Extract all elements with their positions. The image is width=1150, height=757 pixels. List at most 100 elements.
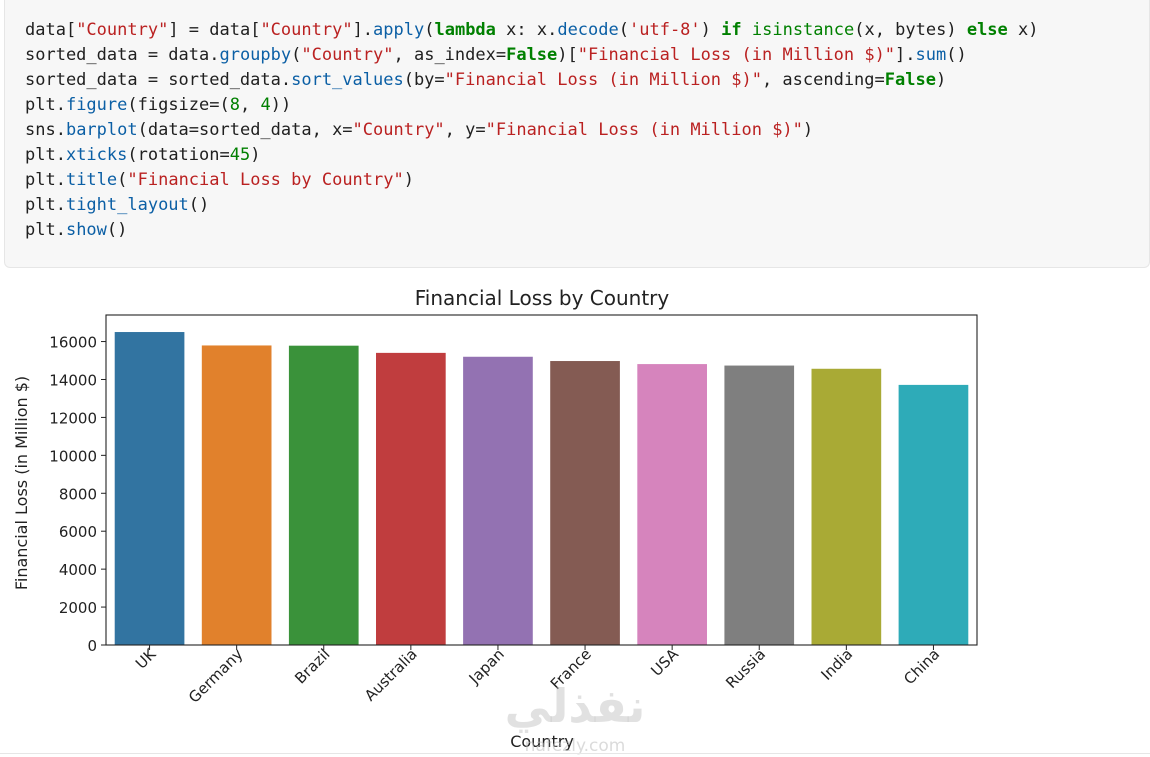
bar-france	[550, 361, 620, 645]
code-token: if	[721, 20, 742, 40]
code-token: plt.	[25, 145, 66, 165]
code-token: plt.	[25, 220, 66, 240]
code-token: 4	[260, 95, 271, 115]
code-token: plt.	[25, 95, 66, 115]
code-line: plt.show()	[25, 218, 1039, 243]
y-tick-label: 6000	[59, 523, 97, 541]
code-token: sorted_data = sorted_data.	[25, 70, 292, 90]
code-line: sorted_data = data.groupby("Country", as…	[25, 43, 1039, 68]
code-line: plt.figure(figsize=(8, 4))	[25, 93, 1039, 118]
plot-area: 0 2000 4000 6000 8000 10000 12000 14000 16000 UK G…	[49, 314, 978, 707]
bar-uk	[114, 332, 185, 645]
code-token: lambda	[434, 20, 496, 40]
code-line: sns.barplot(data=sorted_data, x="Country…	[25, 118, 1039, 143]
code-token: sum	[915, 45, 947, 65]
code-token: ))	[270, 95, 292, 115]
bar-china	[898, 384, 969, 645]
code-cell[interactable]: data["Country"] = data["Country"].apply(…	[4, 0, 1150, 268]
x-tick-label: Brazil	[291, 645, 333, 687]
code-token: 45	[229, 145, 251, 165]
code-token: "Financial Loss by Country"	[127, 170, 404, 190]
code-token: sorted_data = data.	[25, 45, 220, 65]
code-token: 8	[229, 95, 240, 115]
code-token: "Country"	[352, 120, 445, 140]
code-token: )	[802, 120, 814, 140]
y-tick-label: 0	[87, 637, 97, 655]
x-tick-label: Russia	[722, 645, 769, 692]
code-token: , ascending=	[761, 70, 885, 90]
code-token: (data=sorted_data, x=	[137, 120, 353, 140]
code-token: ()	[946, 45, 967, 65]
code-token: sns.	[25, 120, 66, 140]
code-token: (	[618, 20, 629, 40]
code-token: (rotation=	[127, 145, 230, 165]
code-token	[742, 20, 752, 40]
bar-chart: Financial Loss by Country Financial Loss…	[12, 286, 978, 755]
code-token: (by=	[403, 70, 445, 90]
bar-india	[811, 368, 882, 645]
code-token: 'utf-8'	[629, 20, 701, 40]
bar-usa	[637, 364, 707, 645]
code-token: ,	[239, 95, 261, 115]
x-tick-label: France	[547, 645, 595, 693]
bar-germany	[201, 345, 272, 645]
code-editor[interactable]: data["Country"] = data["Country"].apply(…	[25, 18, 1039, 243]
code-line: plt.title("Financial Loss by Country")	[25, 168, 1039, 193]
code-token: sort_values	[291, 70, 404, 90]
x-axis-label: Country	[510, 732, 574, 751]
code-token: False	[506, 45, 558, 65]
x-tick-label: UK	[132, 644, 160, 672]
code-token: ()	[106, 220, 128, 240]
x-tick-label: Australia	[361, 645, 421, 705]
y-tick-label: 4000	[59, 561, 97, 579]
code-line: plt.tight_layout()	[25, 193, 1039, 218]
code-token: "Financial Loss (in Million $)"	[444, 70, 762, 90]
code-token: )	[700, 20, 722, 40]
x-tick-label: Japan	[465, 645, 508, 688]
y-tick-label: 2000	[59, 599, 97, 617]
code-token: "Country"	[76, 20, 169, 40]
code-token: )	[403, 170, 414, 190]
code-token: , y=	[444, 120, 486, 140]
y-tick-label: 10000	[49, 447, 97, 465]
code-token: )	[250, 145, 261, 165]
code-token: ()	[188, 195, 210, 215]
code-token: decode	[557, 20, 619, 40]
code-token: )	[935, 70, 947, 90]
code-token: figure	[65, 95, 128, 115]
code-token: "Financial Loss (in Million $)"	[577, 45, 896, 65]
code-token: , as_index=	[393, 45, 507, 65]
y-tick-label: 14000	[49, 371, 97, 389]
y-tick-label: 16000	[49, 334, 97, 352]
code-token: plt.	[25, 170, 66, 190]
code-token: xticks	[65, 145, 128, 165]
x-tick-label: India	[817, 645, 856, 684]
y-axis-label: Financial Loss (in Million $)	[12, 376, 31, 590]
bar-brazil	[288, 345, 359, 645]
x-tick-label: Germany	[185, 645, 247, 707]
bar-australia	[376, 352, 446, 645]
bar-russia	[724, 365, 795, 645]
x-tick-label: China	[900, 645, 943, 688]
code-token: "Country"	[260, 20, 353, 40]
code-token: data[	[25, 20, 77, 40]
code-token: else	[966, 20, 1008, 40]
bar-japan	[463, 356, 533, 645]
code-token: False	[884, 70, 936, 90]
code-token: (	[117, 170, 128, 190]
code-token: isinstance	[751, 20, 855, 40]
code-token: barplot	[65, 120, 138, 140]
code-token: apply	[373, 20, 425, 40]
chart-title: Financial Loss by Country	[415, 286, 670, 310]
code-line: sorted_data = sorted_data.sort_values(by…	[25, 68, 1039, 93]
code-token: ].	[352, 20, 374, 40]
divider	[0, 753, 1150, 754]
code-token: (	[291, 45, 302, 65]
code-token: title	[65, 170, 118, 190]
code-token: )[	[557, 45, 578, 65]
code-token: groupby	[219, 45, 292, 65]
code-token: tight_layout	[65, 195, 189, 215]
code-token: (figsize=(	[127, 95, 230, 115]
code-token: (x, bytes)	[854, 20, 967, 40]
code-token: x: x.	[495, 20, 558, 40]
